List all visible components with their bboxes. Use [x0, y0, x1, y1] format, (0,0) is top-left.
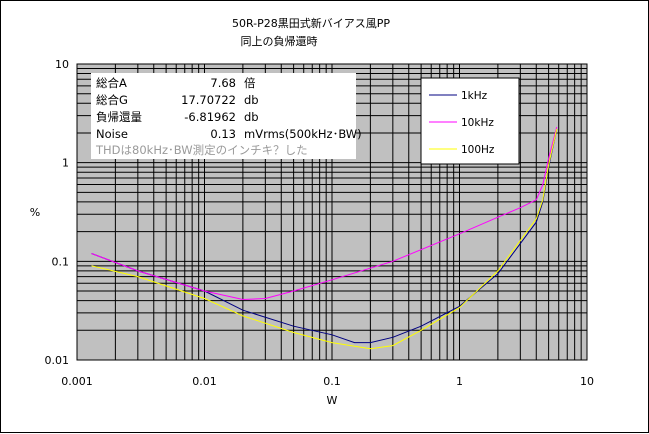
x-tick-label: 0.01 — [192, 375, 217, 388]
svg-text:db: db — [244, 110, 259, 124]
legend-label: 1kHz — [461, 90, 488, 102]
legend-label: 10kHz — [461, 117, 494, 129]
svg-text:mVrms(500kHz･BW): mVrms(500kHz･BW) — [244, 127, 362, 141]
x-tick-label: 0.1 — [323, 375, 341, 388]
plot-border — [76, 63, 588, 361]
svg-text:17.70722: 17.70722 — [181, 93, 236, 107]
y-tick-label: 0.1 — [52, 255, 70, 268]
info-note: THDは80kHz･BW測定のインチキ？した — [95, 143, 308, 157]
svg-text:総合G: 総合G — [96, 93, 128, 107]
series-lines — [91, 126, 558, 350]
svg-text:負帰還量: 負帰還量 — [96, 110, 142, 124]
svg-text:-6.81962: -6.81962 — [184, 110, 236, 124]
x-tick-labels: 0.001 0.01 0.1 1 10 — [61, 375, 594, 388]
legend — [420, 77, 520, 165]
info-row-noise: Noise 0.13 mVrms(500kHz･BW) — [96, 127, 362, 141]
info-box — [91, 73, 356, 159]
svg-text:0.13: 0.13 — [210, 127, 236, 141]
y-tick-label: 1 — [62, 157, 69, 170]
x-tick-label: 0.001 — [61, 375, 93, 388]
info-row-gain-a: 総合A 7.68 倍 — [96, 76, 256, 90]
svg-text:7.68: 7.68 — [210, 76, 236, 90]
y-axis-label: % — [30, 206, 40, 219]
chart-title: 50R-P28黒田式新バイアス風PP — [232, 16, 390, 30]
svg-text:Noise: Noise — [96, 127, 128, 141]
series-line-10khz — [91, 126, 558, 301]
svg-text:倍: 倍 — [244, 76, 256, 90]
svg-text:db: db — [244, 93, 259, 107]
legend-items: 1kHz 10kHz 100Hz — [429, 90, 495, 156]
info-row-gain-g: 総合G 17.70722 db — [96, 93, 259, 107]
x-tick-label: 10 — [580, 375, 594, 388]
x-axis-label: W — [327, 394, 338, 407]
y-tick-labels: 10 1 0.1 0.01 — [45, 58, 70, 367]
info-row-feedback: 負帰還量 -6.81962 db — [96, 110, 259, 124]
legend-label: 100Hz — [461, 144, 495, 156]
svg-text:総合A: 総合A — [96, 76, 127, 90]
chart-subtitle: 同上の負帰還時 — [241, 35, 318, 48]
x-tick-label: 1 — [456, 375, 463, 388]
series-line-1khz — [91, 128, 558, 344]
y-tick-label: 0.01 — [45, 354, 70, 367]
y-tick-label: 10 — [55, 58, 69, 71]
series-line-100hz — [91, 128, 558, 350]
